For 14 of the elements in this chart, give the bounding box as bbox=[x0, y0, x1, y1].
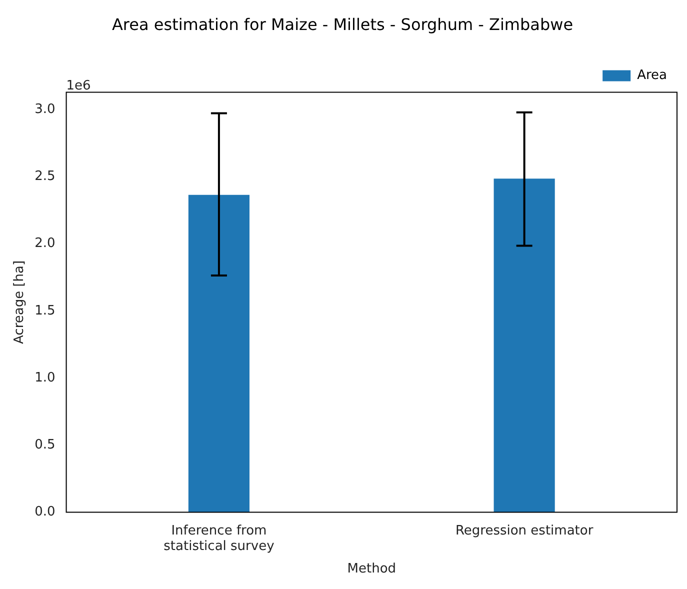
y-tick-label: 2.5 bbox=[34, 169, 56, 184]
chart-title: Area estimation for Maize - Millets - Sorghum - Zimbabwe bbox=[112, 14, 574, 34]
x-tick-label: Regression estimator bbox=[455, 523, 594, 538]
y-axis-title: Acreage [ha] bbox=[12, 260, 28, 344]
y-tick-label: 0.0 bbox=[34, 504, 56, 520]
legend-label: Area bbox=[637, 68, 668, 84]
y-tick-label: 2.0 bbox=[34, 236, 56, 252]
x-axis-title: Method bbox=[347, 562, 396, 577]
y-tick-label: 0.5 bbox=[34, 437, 56, 452]
annotation: 1e6 bbox=[66, 78, 91, 94]
y-tick-label: 1.0 bbox=[34, 370, 56, 386]
y-tick-label: 1.5 bbox=[34, 303, 56, 318]
y-tick-label: 3.0 bbox=[34, 102, 56, 118]
x-tick-label: Inference from statistical survey bbox=[164, 523, 275, 554]
